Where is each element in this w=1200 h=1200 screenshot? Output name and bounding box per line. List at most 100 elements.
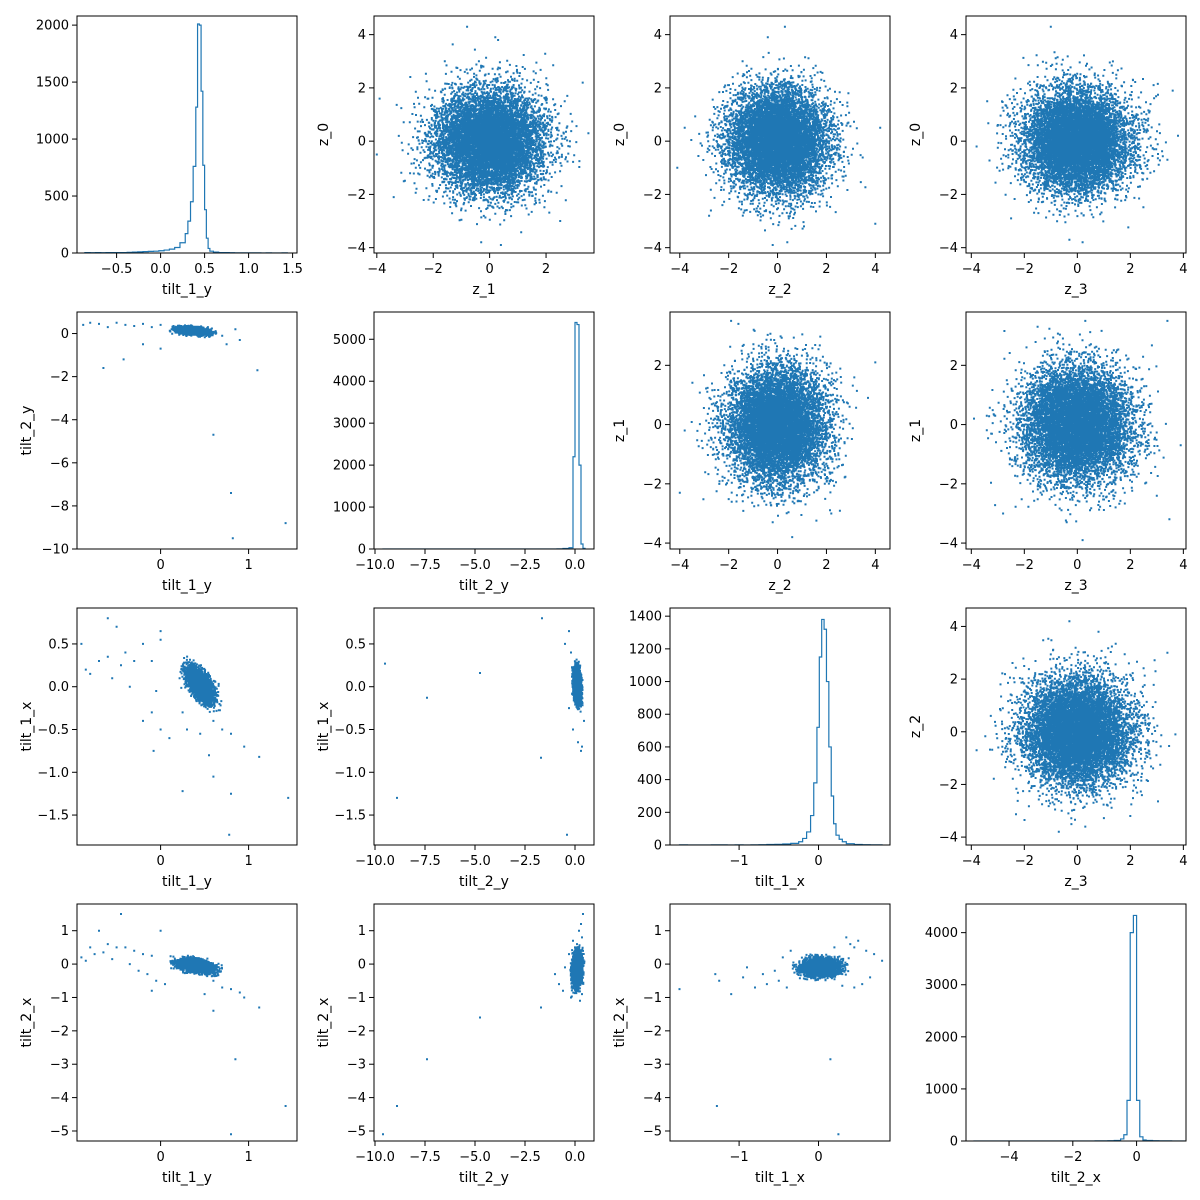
x-tick-label: 4 (871, 262, 879, 277)
subplot-p11: −10.0 −7.5 −5.0 −2.5 0.0 0 1000 2000 3000 4000 500… (333, 311, 595, 594)
x-axis-label: z_3 (1064, 874, 1087, 890)
y-tick-label: 1400 (629, 610, 662, 625)
y-tick-label: 0 (358, 135, 366, 150)
histogram-step-p11 (382, 321, 586, 549)
axes-frame-p01 (373, 15, 595, 254)
x-tick-label: 4 (1179, 558, 1187, 573)
x-tick-label: 2 (542, 262, 550, 277)
x-axis-label: z_3 (1064, 578, 1087, 594)
y-tick-label: −4 (50, 413, 69, 428)
y-axis-label: z_0 (612, 123, 628, 146)
axes-frame-p20 (76, 607, 298, 846)
x-axis-label: tilt_2_y (459, 578, 509, 594)
y-tick-label: −2 (643, 1024, 662, 1039)
y-tick-label: −5 (347, 1124, 366, 1139)
y-tick-label: −2 (50, 1024, 69, 1039)
x-tick-label: 2 (1126, 262, 1134, 277)
x-tick-label: 1 (244, 854, 252, 869)
y-tick-label: 400 (637, 773, 662, 788)
y-tick-label: 1500 (36, 76, 69, 91)
scatter-points-p02 (676, 25, 882, 247)
x-tick-label: 2 (822, 558, 830, 573)
x-axis-label: tilt_2_y (459, 874, 509, 890)
x-tick-label: 2 (1126, 854, 1134, 869)
y-tick-label: 2000 (333, 459, 366, 474)
axes-frame-p11 (373, 311, 595, 550)
y-tick-label: −1.5 (334, 809, 366, 824)
x-axis-label: tilt_1_y (162, 578, 212, 594)
axes-frame-p23 (965, 607, 1187, 846)
x-tick-label: −5.0 (459, 558, 491, 573)
y-tick-label: −10 (42, 543, 69, 558)
y-tick-label: −3 (50, 1058, 69, 1073)
x-tick-label: −2 (1063, 1150, 1082, 1165)
y-tick-label: −4 (347, 241, 366, 256)
x-tick-label: −5.0 (459, 854, 491, 869)
y-tick-label: −4 (939, 241, 958, 256)
axes-frame-p22 (669, 607, 891, 846)
x-tick-label: −7.5 (409, 558, 441, 573)
y-tick-label: 3000 (925, 978, 958, 993)
x-tick-label: −7.5 (409, 1150, 441, 1165)
y-tick-label: −8 (50, 499, 69, 514)
x-axis-label: z_2 (768, 282, 791, 298)
y-tick-label: −5 (643, 1124, 662, 1139)
x-axis-label: tilt_1_y (162, 282, 212, 298)
y-tick-label: 4 (950, 28, 958, 43)
x-tick-label: −4 (962, 854, 981, 869)
x-tick-label: −7.5 (409, 854, 441, 869)
y-tick-label: 4 (654, 28, 662, 43)
x-tick-label: −4 (999, 1150, 1018, 1165)
x-tick-label: 0 (1073, 558, 1081, 573)
x-tick-label: 0.0 (565, 558, 586, 573)
subplot-p10: 0 1 −10 −8 −6 −4 −2 0 tilt_1_y tilt_2_y (19, 311, 298, 594)
x-tick-label: 0.0 (150, 262, 171, 277)
y-tick-label: −1.0 (334, 766, 366, 781)
y-tick-label: 0.0 (345, 680, 366, 695)
y-tick-label: 0 (950, 418, 958, 433)
x-axis-label: z_1 (472, 282, 495, 298)
x-axis-label: tilt_2_x (1051, 1170, 1101, 1186)
axes-frame-p13 (965, 311, 1187, 550)
y-tick-label: −1 (50, 991, 69, 1006)
y-tick-label: 0.5 (48, 637, 69, 652)
y-tick-label: −1.0 (37, 766, 69, 781)
y-tick-label: 0 (950, 1135, 958, 1150)
subplot-p03: −4 −2 0 2 4 −4 −2 0 2 4 z_3 z_0 (908, 15, 1187, 298)
y-axis-label: z_0 (316, 123, 332, 146)
y-tick-label: 0 (654, 839, 662, 854)
y-tick-label: −2 (643, 188, 662, 203)
y-tick-label: 1200 (629, 642, 662, 657)
y-axis-label: z_1 (908, 419, 924, 442)
y-tick-label: 0 (654, 135, 662, 150)
x-tick-label: 0.0 (565, 1150, 586, 1165)
y-tick-label: 2 (950, 673, 958, 688)
x-tick-label: −4 (670, 558, 689, 573)
y-tick-label: 1000 (36, 133, 69, 148)
axes-frame-p12 (669, 311, 891, 550)
y-tick-label: −3 (643, 1058, 662, 1073)
x-axis-label: tilt_2_y (459, 1170, 509, 1186)
x-tick-label: −1 (730, 854, 749, 869)
y-tick-label: −1 (347, 991, 366, 1006)
subplot-p21: −10.0 −7.5 −5.0 −2.5 0.0 −1.5 −1.0 −0.5 0.0 0.5 ti… (316, 607, 595, 890)
y-tick-label: −4 (643, 1091, 662, 1106)
y-tick-label: −0.5 (37, 723, 69, 738)
y-tick-label: 5000 (333, 333, 366, 348)
x-tick-label: −2 (1015, 262, 1034, 277)
y-tick-label: 600 (637, 740, 662, 755)
x-tick-label: 0 (814, 1150, 822, 1165)
x-axis-label: tilt_1_x (755, 874, 805, 890)
x-tick-label: −10.0 (355, 1150, 395, 1165)
y-tick-label: −4 (643, 241, 662, 256)
y-tick-label: −6 (50, 456, 69, 471)
y-tick-label: 2 (654, 81, 662, 96)
y-axis-label: tilt_1_x (19, 702, 35, 752)
scatter-points-p01 (375, 25, 590, 247)
y-tick-label: −2 (939, 188, 958, 203)
axes-frame-p03 (965, 15, 1187, 254)
x-tick-label: 0 (1132, 1150, 1140, 1165)
x-tick-label: −0.5 (101, 262, 133, 277)
